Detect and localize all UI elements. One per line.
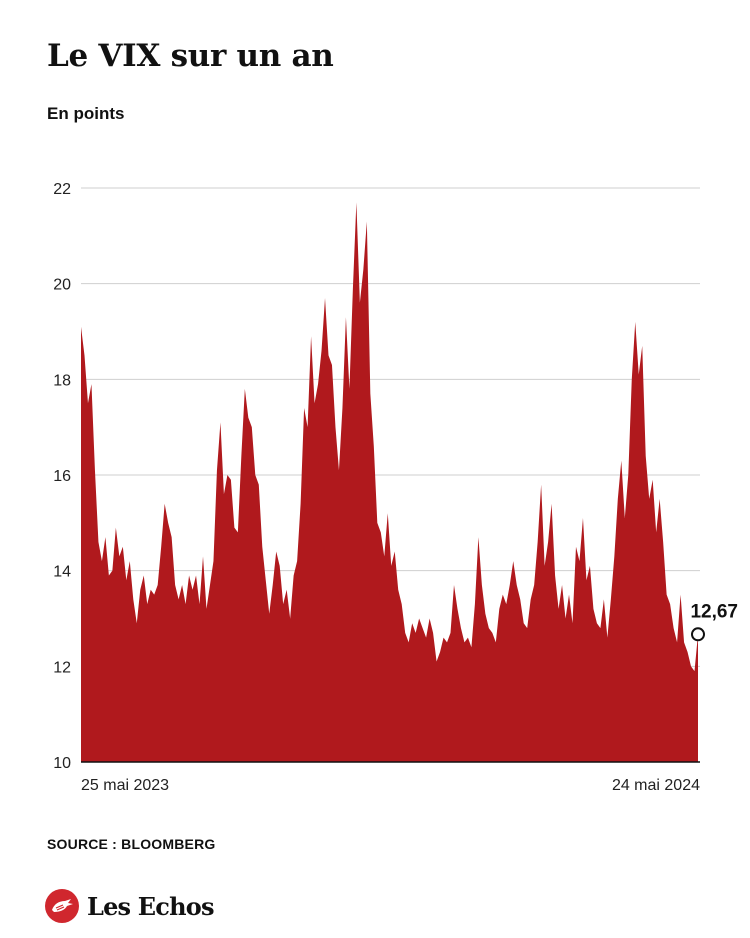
x-end-label: 24 mai 2024 — [612, 777, 700, 794]
last-value-point — [691, 627, 705, 642]
last-value-marker: 12,67 — [690, 601, 738, 642]
brand-name: Les Echos — [87, 891, 214, 921]
y-tick-label: 16 — [53, 468, 71, 485]
y-tick-label: 18 — [53, 372, 71, 389]
y-tick-label: 10 — [53, 755, 71, 772]
les-echos-emblem-icon — [45, 889, 79, 923]
y-axis: 10 12 14 16 18 20 22 — [53, 181, 71, 772]
source-note: SOURCE : BLOOMBERG — [47, 836, 216, 852]
last-value-label: 12,67 — [690, 601, 738, 622]
x-start-label: 25 mai 2023 — [81, 777, 169, 794]
y-tick-label: 14 — [53, 564, 71, 581]
x-axis: 25 mai 2023 24 mai 2024 — [81, 777, 700, 794]
y-tick-label: 12 — [53, 659, 71, 676]
chart-title: Le VIX sur un an — [47, 38, 334, 74]
vix-area-chart: 10 12 14 16 18 20 22 25 mai 2023 24 mai 2024 1… — [53, 181, 738, 794]
chart-subtitle: En points — [47, 104, 125, 123]
area-series — [81, 202, 700, 763]
y-tick-label: 20 — [53, 277, 71, 294]
y-tick-label: 22 — [53, 181, 71, 198]
brand-logo: Les Echos — [45, 889, 214, 923]
vix-area — [81, 202, 698, 763]
